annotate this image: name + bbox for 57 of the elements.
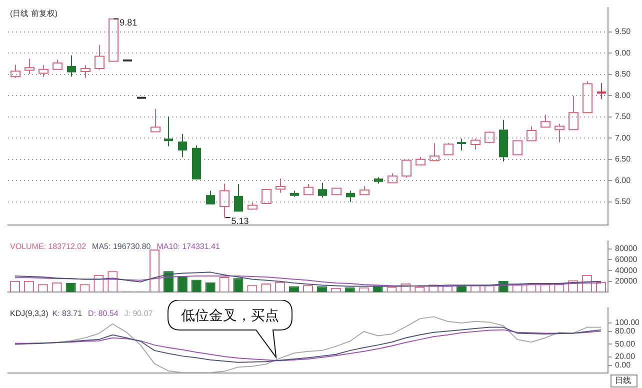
y-tick-label: 60000	[615, 254, 638, 264]
candlestick	[10, 64, 20, 78]
candlestick	[554, 123, 564, 143]
chart-title: (日线 前复权)	[10, 9, 58, 18]
annotation: 5.13	[231, 216, 249, 226]
y-tick-label: 0.00	[615, 360, 632, 370]
y-tick-label: 6.00	[615, 176, 632, 185]
text: K: 83.71	[52, 309, 83, 318]
y-tick-label: 100.00	[615, 318, 640, 328]
candlestick	[150, 108, 160, 132]
candlestick	[457, 138, 466, 151]
candlestick	[38, 64, 48, 78]
candlestick	[499, 119, 508, 162]
y-tick-label: 7.00	[615, 133, 632, 142]
text: 日线	[615, 376, 631, 386]
candlestick	[318, 182, 327, 198]
candlestick	[276, 178, 286, 194]
text: MA10: 174331.41	[156, 242, 220, 252]
candlestick	[290, 190, 299, 198]
y-tick-label: 50.00	[615, 339, 636, 348]
y-tick-label: 9.50	[615, 27, 632, 36]
y-tick-label: 20.00	[615, 352, 636, 362]
candlestick	[597, 82, 606, 100]
annotation: 9.81	[120, 17, 138, 28]
annotation: 低位金叉，买点	[181, 308, 279, 324]
bar	[289, 286, 300, 292]
candlestick	[430, 142, 440, 162]
series-label: J: 90.07	[124, 309, 154, 318]
y-tick-label: 5.50	[615, 197, 632, 206]
bar	[344, 287, 355, 292]
chart-title: KDJ(9,3,3)	[10, 309, 49, 318]
candlestick	[346, 190, 355, 202]
text: D: 80.54	[88, 309, 119, 318]
text: VOLUME: 183712.02	[10, 242, 87, 252]
y-tick-label: 40000	[615, 266, 638, 275]
candlestick	[24, 58, 34, 75]
text: MA5: 196730.80	[92, 242, 152, 252]
bar	[316, 286, 327, 292]
y-tick-label: 20000	[615, 276, 638, 286]
y-tick-label: 8.50	[615, 70, 632, 79]
y-tick-label: 7.50	[615, 112, 632, 122]
candlestick	[192, 144, 201, 180]
y-tick-label: 80.00	[615, 326, 636, 336]
candlestick	[178, 133, 187, 158]
candlestick	[164, 116, 173, 147]
y-tick-label: 9.00	[615, 48, 632, 58]
candlestick	[67, 54, 76, 78]
candlestick	[94, 44, 104, 70]
candlestick	[80, 64, 90, 78]
candlestick	[206, 190, 215, 204]
y-tick-label: 6.50	[615, 154, 632, 164]
candlestick	[220, 183, 230, 218]
y-tick-label: 80000	[615, 244, 638, 254]
candlestick	[374, 176, 383, 184]
candlestick	[568, 95, 578, 130]
candlestick	[234, 184, 243, 212]
y-tick-label: 8.00	[615, 90, 632, 100]
